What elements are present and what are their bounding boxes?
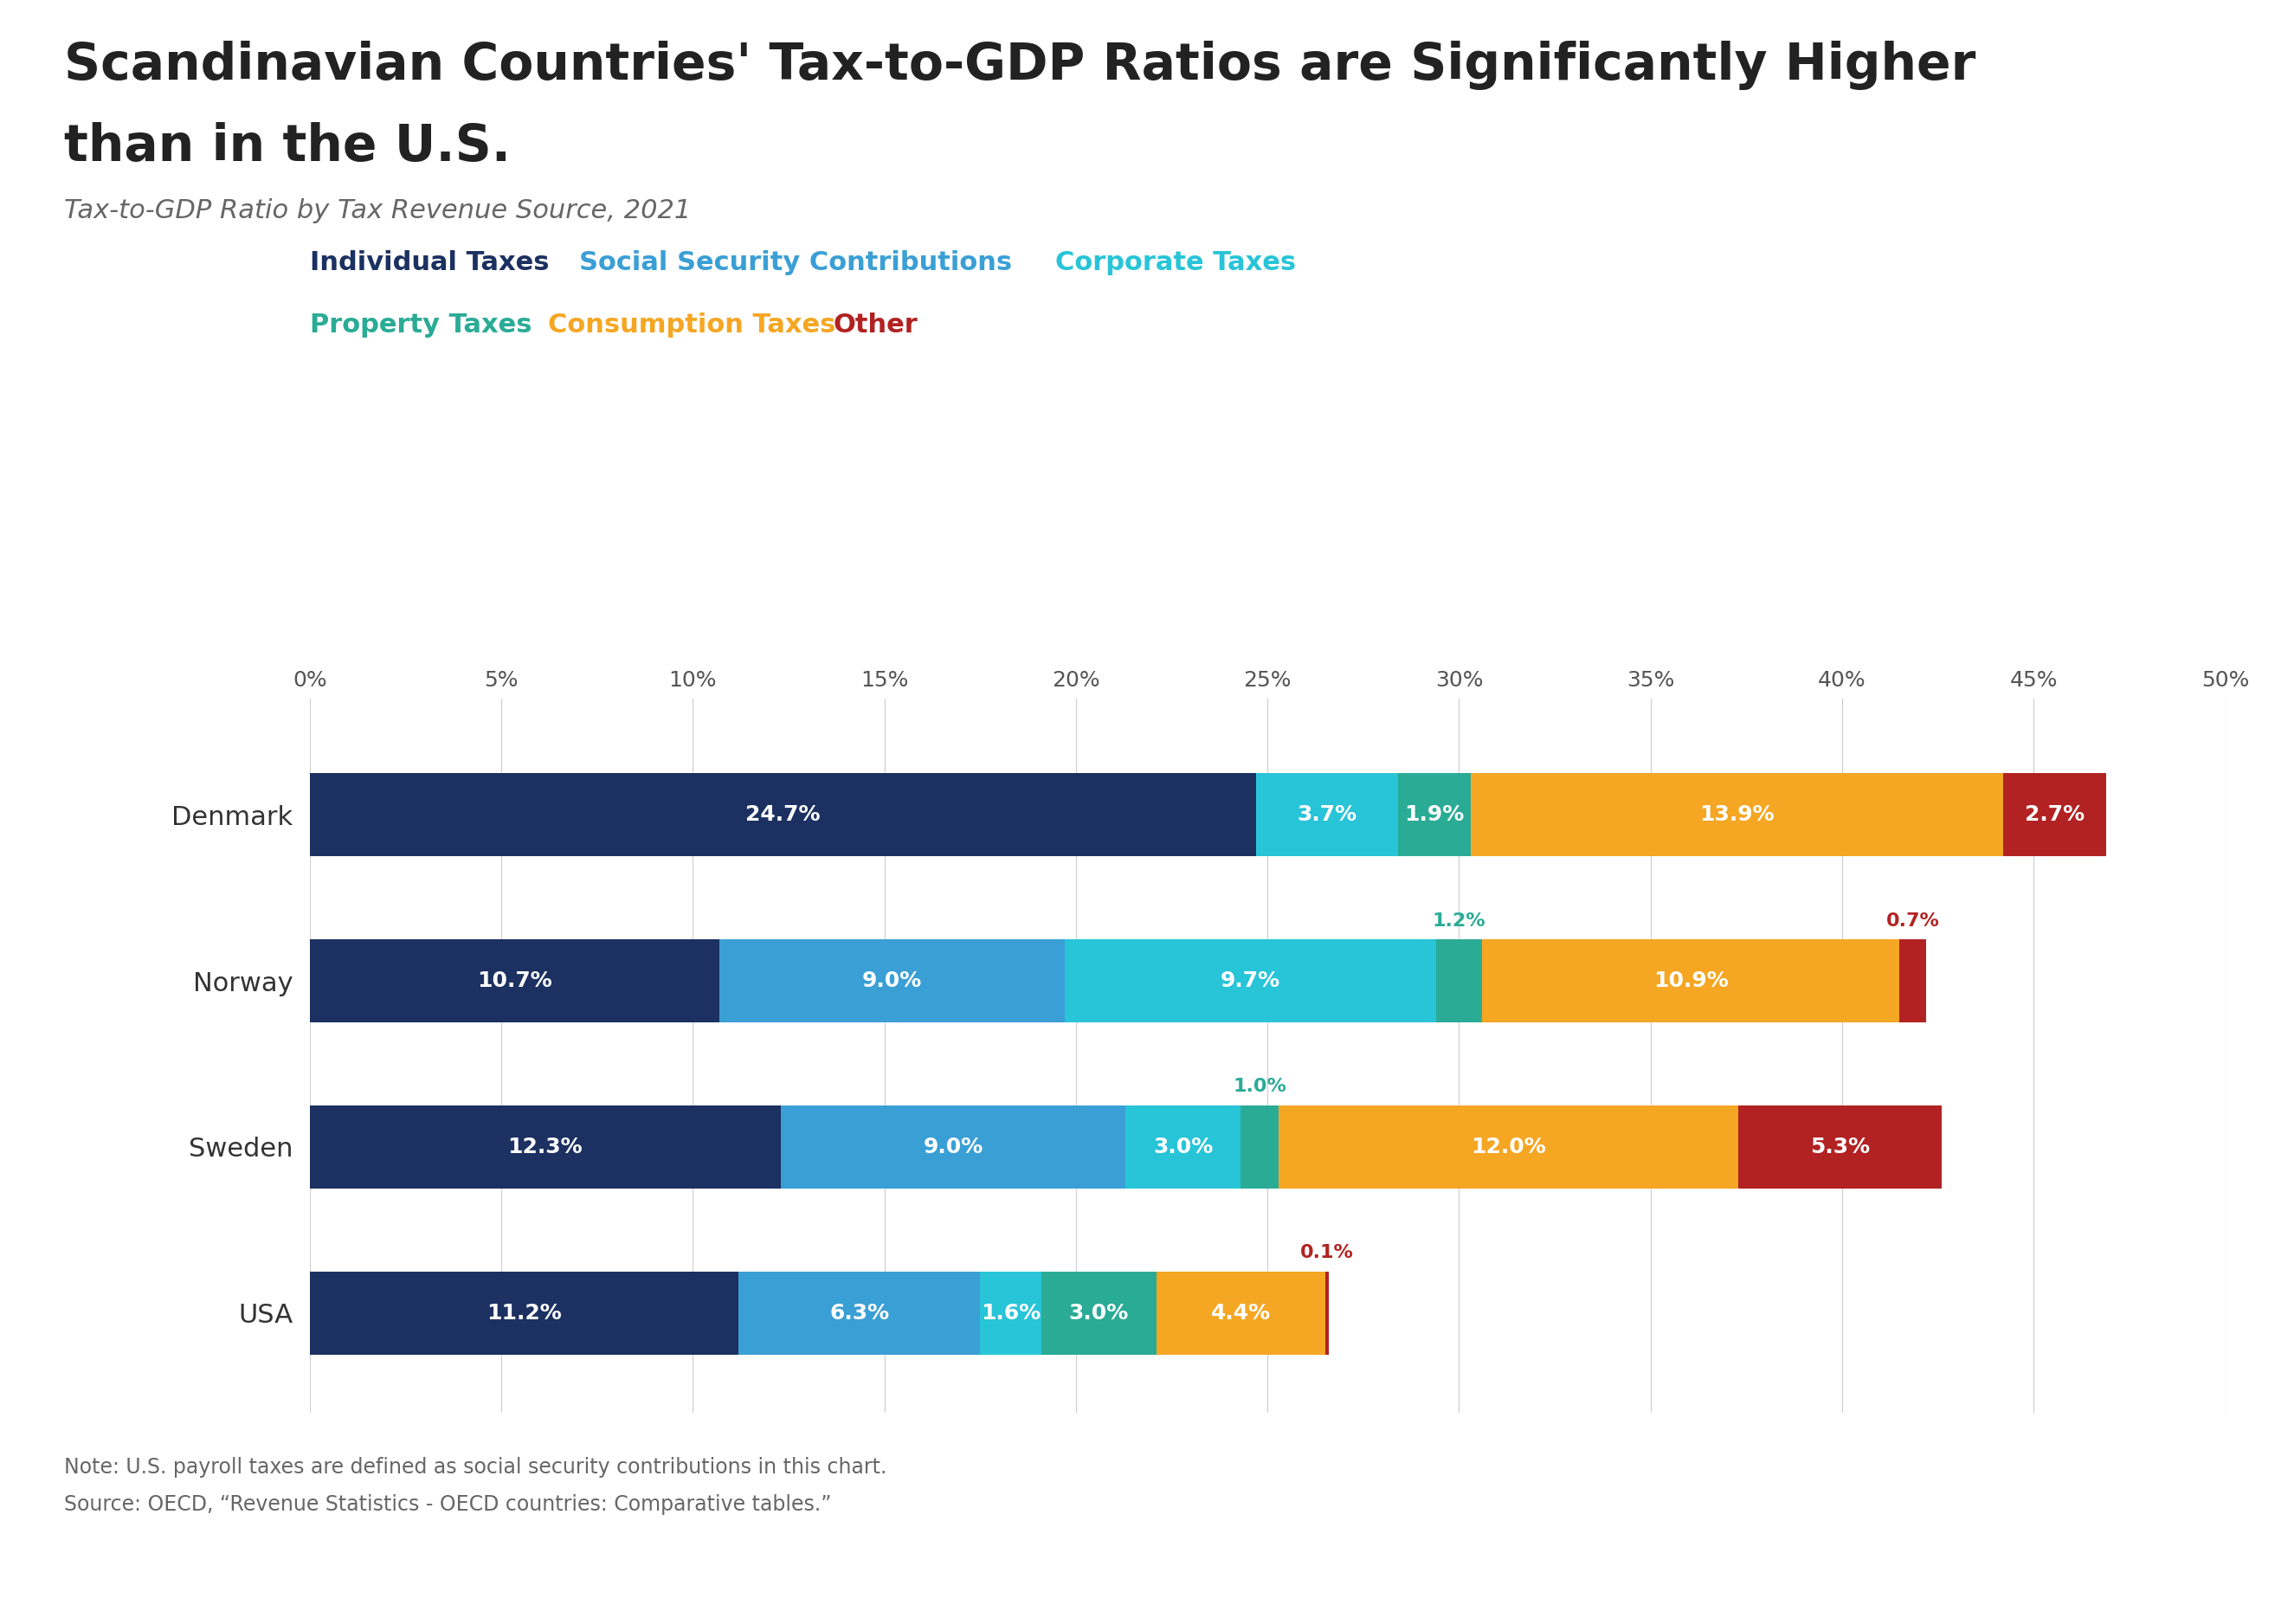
- Bar: [310, 773, 1255, 856]
- Text: 1.9%: 1.9%: [1404, 804, 1464, 825]
- Text: 4.4%: 4.4%: [1211, 1302, 1271, 1324]
- Bar: [2003, 773, 2106, 856]
- Text: 3.0%: 3.0%: [1154, 1137, 1214, 1158]
- Text: 3.7%: 3.7%: [1296, 804, 1356, 825]
- Text: 0.7%: 0.7%: [1886, 913, 1941, 929]
- Bar: [1280, 1106, 1739, 1189]
- Text: 9.0%: 9.0%: [922, 1137, 984, 1158]
- Bar: [310, 1272, 739, 1354]
- Bar: [310, 1106, 780, 1189]
- Text: Property Taxes: Property Taxes: [310, 312, 532, 338]
- Text: than in the U.S.: than in the U.S.: [64, 122, 512, 171]
- Text: 0.1%: 0.1%: [1301, 1244, 1353, 1262]
- Text: 2.7%: 2.7%: [2026, 804, 2085, 825]
- Text: 5.3%: 5.3%: [1810, 1137, 1870, 1158]
- Text: Corporate Taxes: Corporate Taxes: [1055, 250, 1296, 276]
- Text: Tax-to-GDP Ratio by Tax Revenue Source, 2021: Tax-to-GDP Ratio by Tax Revenue Source, …: [64, 198, 690, 222]
- Bar: [720, 939, 1064, 1023]
- Bar: [1241, 1106, 1280, 1189]
- Bar: [1326, 1272, 1328, 1354]
- Text: 9.0%: 9.0%: [863, 971, 922, 991]
- Text: 1.0%: 1.0%: [1232, 1078, 1287, 1096]
- Text: 1.6%: 1.6%: [982, 1302, 1041, 1324]
- Bar: [1482, 939, 1899, 1023]
- Bar: [310, 939, 720, 1023]
- Text: @TaxFoundation: @TaxFoundation: [2026, 1562, 2244, 1588]
- Bar: [1041, 1272, 1156, 1354]
- Bar: [1126, 1106, 1241, 1189]
- Text: 24.7%: 24.7%: [746, 804, 821, 825]
- Bar: [739, 1272, 980, 1354]
- Text: 3.0%: 3.0%: [1069, 1302, 1129, 1324]
- Text: Scandinavian Countries' Tax-to-GDP Ratios are Significantly Higher: Scandinavian Countries' Tax-to-GDP Ratio…: [64, 41, 1975, 89]
- Text: TAX FOUNDATION: TAX FOUNDATION: [50, 1561, 337, 1590]
- Bar: [1470, 773, 2003, 856]
- Text: Other: Other: [833, 312, 918, 338]
- Text: Note: U.S. payroll taxes are defined as social security contributions in this ch: Note: U.S. payroll taxes are defined as …: [64, 1457, 888, 1478]
- Text: 13.9%: 13.9%: [1700, 804, 1773, 825]
- Bar: [780, 1106, 1126, 1189]
- Bar: [1436, 939, 1482, 1023]
- Bar: [1064, 939, 1436, 1023]
- Bar: [980, 1272, 1041, 1354]
- Text: Individual Taxes: Individual Taxes: [310, 250, 548, 276]
- Bar: [1739, 1106, 1941, 1189]
- Text: 1.2%: 1.2%: [1431, 913, 1487, 929]
- Text: 12.3%: 12.3%: [507, 1137, 583, 1158]
- Text: 10.7%: 10.7%: [477, 971, 553, 991]
- Bar: [1397, 773, 1470, 856]
- Bar: [1899, 939, 1927, 1023]
- Text: Source: OECD, “Revenue Statistics - OECD countries: Comparative tables.”: Source: OECD, “Revenue Statistics - OECD…: [64, 1494, 833, 1515]
- Text: Social Security Contributions: Social Security Contributions: [580, 250, 1012, 276]
- Text: Consumption Taxes: Consumption Taxes: [548, 312, 835, 338]
- Bar: [1255, 773, 1397, 856]
- Text: 11.2%: 11.2%: [486, 1302, 562, 1324]
- Text: 10.9%: 10.9%: [1654, 971, 1727, 991]
- Text: 6.3%: 6.3%: [830, 1302, 890, 1324]
- Text: 9.7%: 9.7%: [1220, 971, 1280, 991]
- Text: 12.0%: 12.0%: [1470, 1137, 1546, 1158]
- Bar: [1156, 1272, 1326, 1354]
